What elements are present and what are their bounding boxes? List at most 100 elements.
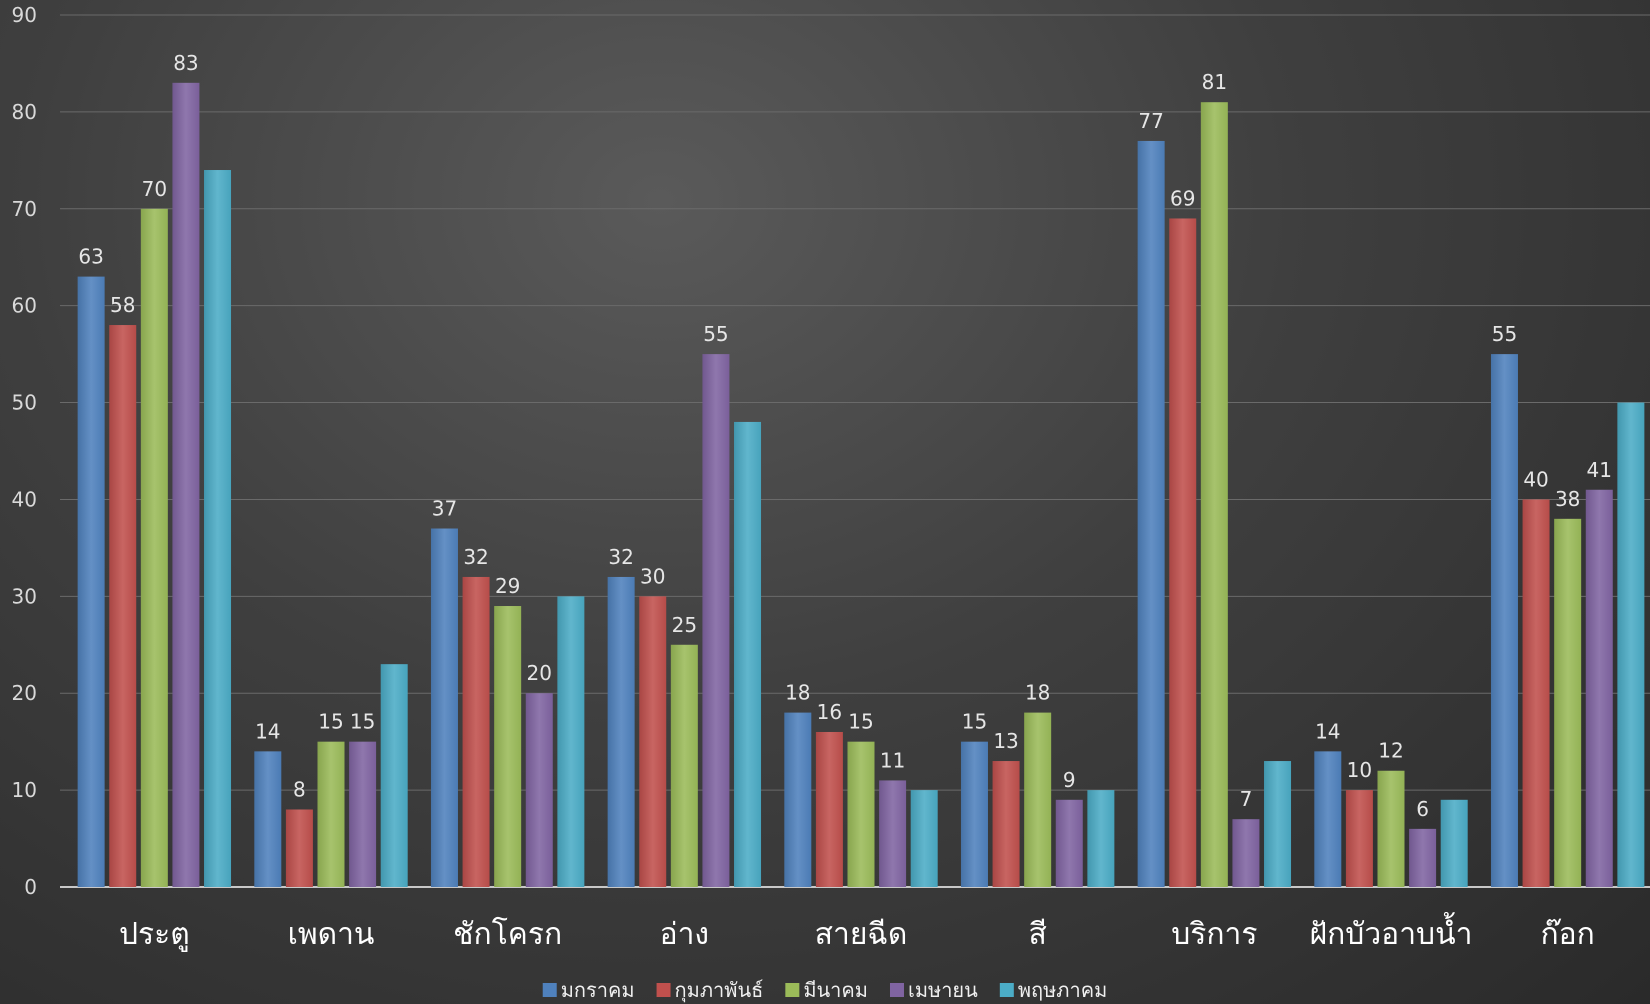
data-label: 7 <box>1240 787 1253 811</box>
bar <box>1440 799 1468 887</box>
y-tick-label: 10 <box>12 778 37 802</box>
data-label: 40 <box>1523 467 1548 491</box>
data-label: 63 <box>78 245 103 269</box>
data-label: 70 <box>142 177 167 201</box>
data-label: 15 <box>350 710 375 734</box>
data-label: 12 <box>1378 739 1403 763</box>
bar <box>494 606 522 887</box>
y-tick-label: 50 <box>12 391 37 415</box>
y-tick-label: 60 <box>12 294 37 318</box>
legend: มกราคม กุมภาพันธ์ มีนาคม เมษายน พฤษภาคม <box>542 978 1107 1003</box>
data-label: 15 <box>962 710 987 734</box>
gridlines <box>60 14 1650 791</box>
data-label: 41 <box>1587 458 1612 482</box>
bar <box>172 82 200 888</box>
x-tick-label: ชักโครก <box>453 916 562 952</box>
bar <box>254 751 282 887</box>
data-label: 32 <box>463 545 488 569</box>
bar <box>525 693 553 887</box>
data-label: 11 <box>880 748 905 772</box>
bar <box>140 208 168 887</box>
legend-swatch <box>542 983 557 997</box>
bar <box>1264 761 1292 887</box>
x-axis: ประตู เพดาน ชักโครก อ่าง สายฉีด สี บริการ ฝักบั… <box>119 912 1595 952</box>
data-label: 25 <box>672 613 697 637</box>
bar <box>815 731 843 887</box>
bars <box>77 82 1645 888</box>
bar <box>1314 751 1342 887</box>
bar <box>1617 402 1645 887</box>
legend-swatch <box>785 983 800 997</box>
data-label: 15 <box>848 710 873 734</box>
y-tick-label: 30 <box>12 584 37 608</box>
bar <box>847 741 875 887</box>
x-tick-label: อ่าง <box>660 917 710 952</box>
x-tick-label: สายฉีด <box>815 917 908 952</box>
legend-swatch <box>656 983 671 997</box>
bar <box>784 712 812 887</box>
bar <box>317 741 345 887</box>
y-tick-label: 40 <box>12 487 37 511</box>
legend-swatch <box>999 983 1014 997</box>
bar <box>1169 218 1197 887</box>
data-label: 9 <box>1063 768 1076 792</box>
bar <box>734 421 762 887</box>
bar <box>910 790 938 887</box>
data-label: 29 <box>495 574 520 598</box>
bar <box>960 741 988 887</box>
bar <box>77 276 105 888</box>
bar <box>1200 102 1228 887</box>
data-label: 32 <box>608 545 633 569</box>
x-tick-label: ประตู <box>119 917 190 952</box>
y-tick-label: 70 <box>12 197 37 221</box>
y-tick-label: 20 <box>12 681 37 705</box>
bar <box>1585 489 1613 887</box>
y-tick-label: 80 <box>12 100 37 124</box>
data-label: 77 <box>1138 109 1163 133</box>
bar <box>1490 354 1518 888</box>
data-label: 14 <box>255 719 280 743</box>
bar <box>430 528 458 887</box>
bar <box>607 576 635 887</box>
x-tick-label: ก๊อก <box>1540 917 1594 952</box>
bar <box>1377 770 1405 887</box>
bar <box>639 596 667 887</box>
bar <box>109 325 137 887</box>
data-label: 18 <box>1025 681 1050 705</box>
data-label: 38 <box>1555 487 1580 511</box>
bar <box>204 170 232 887</box>
data-label: 58 <box>110 293 135 317</box>
bar <box>992 761 1020 887</box>
data-label: 15 <box>318 710 343 734</box>
data-label: 37 <box>432 497 457 521</box>
bar <box>1087 790 1115 887</box>
bar <box>1232 819 1260 887</box>
bar <box>557 596 585 887</box>
data-label: 30 <box>640 564 665 588</box>
data-label: 69 <box>1170 186 1195 210</box>
bar <box>1345 790 1373 887</box>
y-tick-label: 0 <box>24 875 37 899</box>
legend-label: มีนาคม <box>803 978 868 1002</box>
data-label: 18 <box>785 681 810 705</box>
data-label: 55 <box>703 322 728 346</box>
data-label: 8 <box>293 777 306 801</box>
x-tick-label: บริการ <box>1171 917 1257 952</box>
data-label: 16 <box>817 700 842 724</box>
legend-label: เมษายน <box>908 978 978 1002</box>
bar <box>1409 828 1437 887</box>
bar <box>1055 799 1083 887</box>
legend-swatch <box>889 983 904 997</box>
bar <box>1024 712 1052 887</box>
bar <box>462 576 490 887</box>
data-label: 6 <box>1416 797 1429 821</box>
y-tick-label: 90 <box>12 3 37 27</box>
data-label: 83 <box>173 51 198 75</box>
bar <box>285 809 313 887</box>
legend-label: พฤษภาคม <box>1018 978 1107 1002</box>
bar <box>670 644 698 887</box>
bar <box>1137 140 1165 887</box>
data-label: 14 <box>1315 719 1340 743</box>
